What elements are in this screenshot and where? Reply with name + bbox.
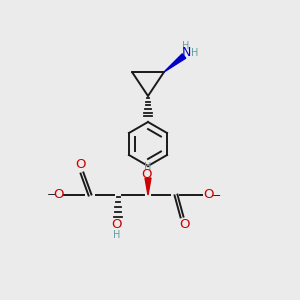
Text: H: H xyxy=(182,41,190,51)
Text: O: O xyxy=(54,188,64,202)
Text: O: O xyxy=(142,167,152,181)
Text: O: O xyxy=(112,218,122,232)
Text: H: H xyxy=(144,162,152,172)
Text: O: O xyxy=(75,158,85,172)
Polygon shape xyxy=(164,54,186,72)
Text: H: H xyxy=(191,48,199,58)
Text: N: N xyxy=(181,46,191,59)
Polygon shape xyxy=(145,178,151,195)
Text: O: O xyxy=(204,188,214,202)
Text: −: − xyxy=(47,190,57,200)
Text: H: H xyxy=(113,230,121,240)
Text: O: O xyxy=(179,218,189,232)
Text: −: − xyxy=(212,191,222,201)
